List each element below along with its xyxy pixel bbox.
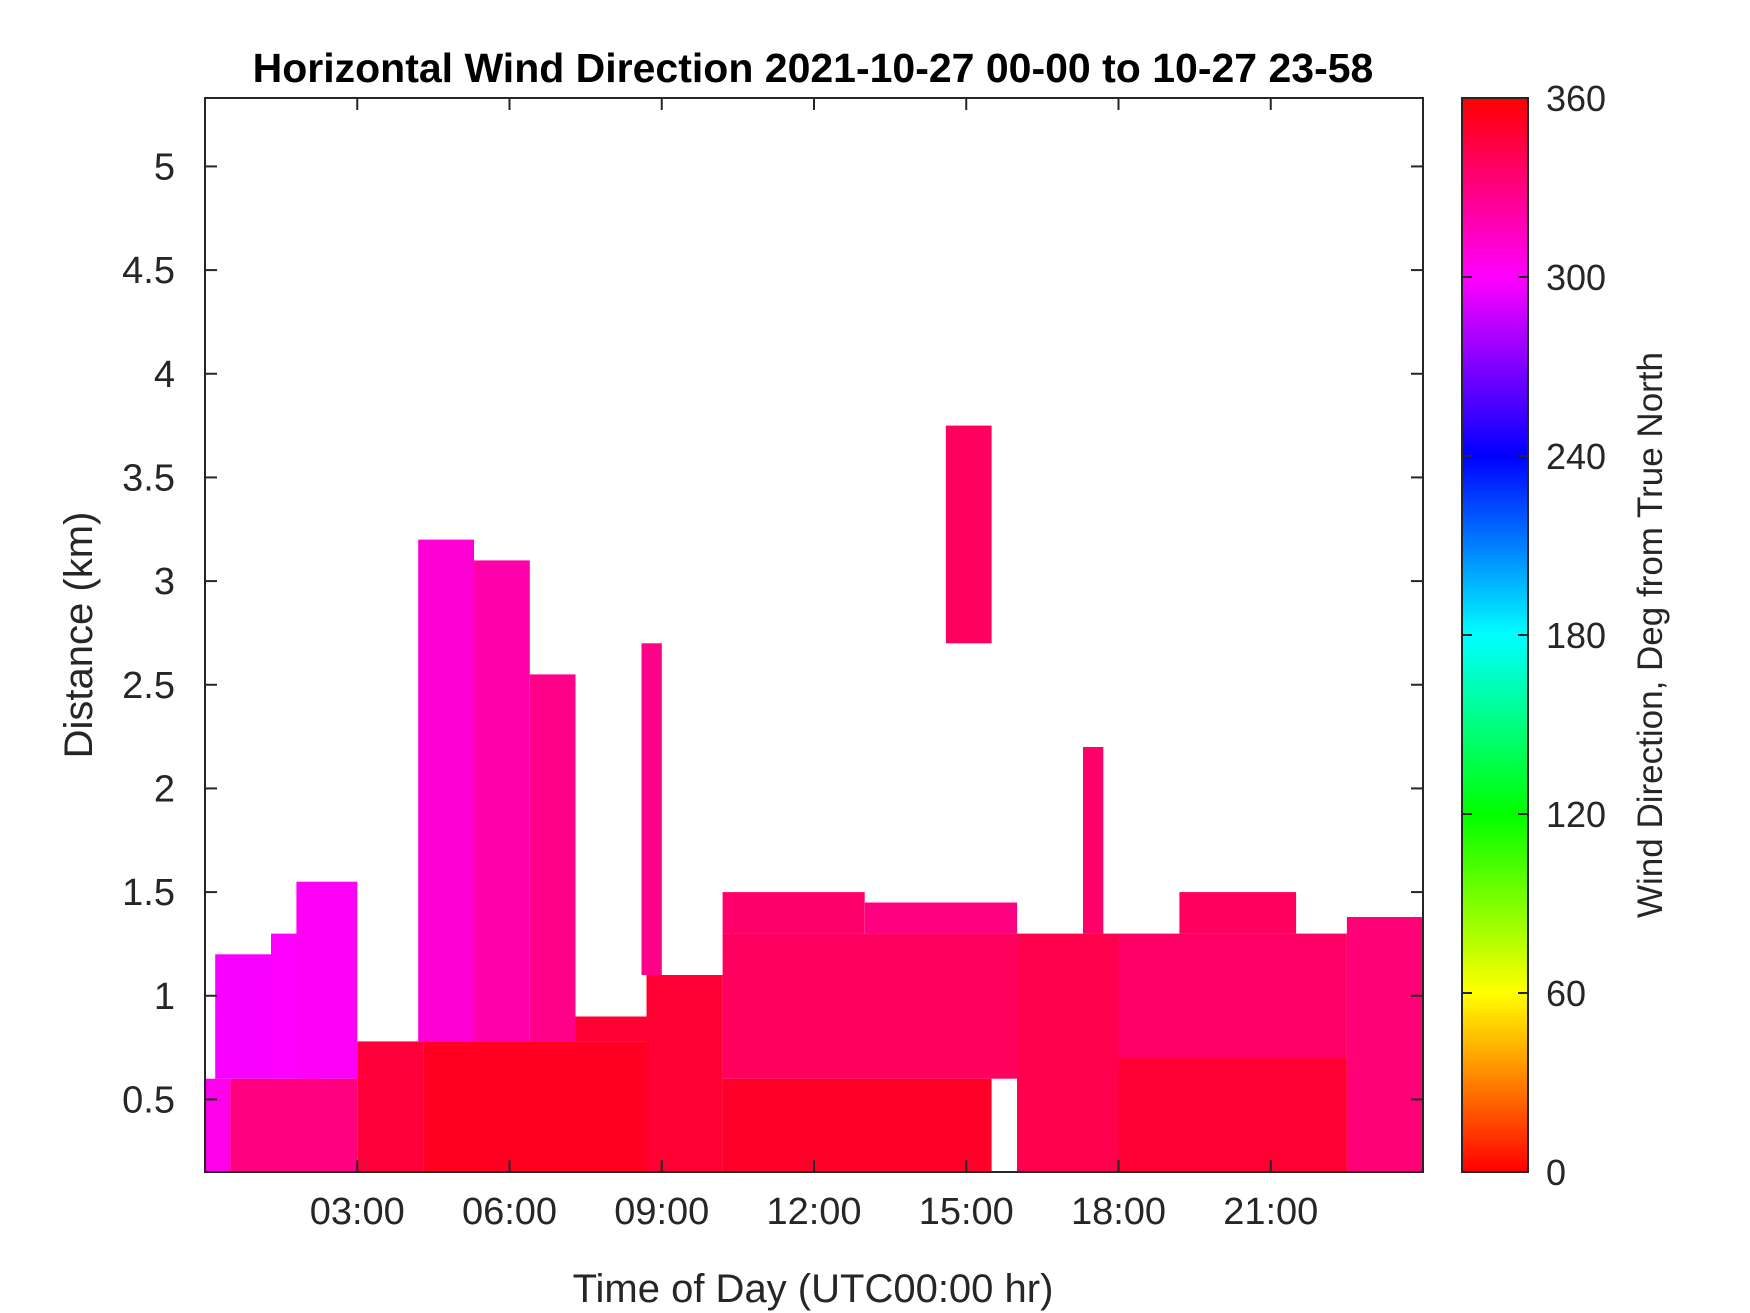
heatmap-region-16: [864, 902, 1018, 934]
y-tick-label: 3: [154, 561, 175, 603]
x-axis-label: Time of Day (UTC00:00 hr): [573, 1267, 1054, 1311]
colorbar-tick-label: 0: [1546, 1152, 1566, 1193]
y-axis-label: Distance (km): [57, 512, 101, 759]
x-tick-label: 18:00: [1071, 1191, 1166, 1233]
colorbar-tick-label: 60: [1546, 973, 1586, 1014]
heatmap-region-9: [423, 1041, 647, 1172]
x-tick-label: 15:00: [919, 1191, 1014, 1233]
x-tick-label: 06:00: [462, 1191, 557, 1233]
heatmap-region-21: [1118, 933, 1347, 1058]
y-tick-label: 5: [154, 146, 175, 188]
heatmap-region-7: [474, 560, 530, 1042]
heatmap-region-6: [418, 539, 474, 1042]
x-tick-label: 09:00: [614, 1191, 709, 1233]
y-tick-label: 1: [154, 976, 175, 1018]
colorbar-tick-label: 240: [1546, 436, 1606, 477]
heatmap-region-15: [722, 892, 865, 934]
chart-title: Horizontal Wind Direction 2021-10-27 00-…: [253, 45, 1374, 91]
y-tick-label: 4: [154, 354, 175, 396]
y-tick-label: 0.5: [122, 1079, 175, 1121]
heatmap-region-12: [641, 643, 662, 975]
heatmap-region-18: [945, 425, 992, 644]
x-axis: 03:00 06:00 09:00 12:00 15:00 18:00 21:00: [310, 98, 1318, 1233]
heatmap-region-0: [205, 1078, 231, 1172]
heatmap-region-8: [529, 674, 576, 1042]
y-tick-label: 3.5: [122, 457, 175, 499]
heatmap-region-13: [722, 1078, 992, 1172]
heatmap-region-19: [1083, 747, 1104, 934]
x-tick-label: 03:00: [310, 1191, 405, 1233]
colorbar-tick-label: 120: [1546, 794, 1606, 835]
heatmap-area: [205, 425, 1423, 1172]
heatmap-region-23: [1346, 917, 1423, 1172]
colorbar: 0 60 120 180 240 300 360: [1461, 78, 1606, 1193]
y-tick-label: 2: [154, 768, 175, 810]
heatmap-region-20: [1118, 1058, 1347, 1172]
colorbar-tick-label: 300: [1546, 257, 1606, 298]
heatmap-region-4: [296, 881, 358, 1079]
heatmap-region-14: [722, 933, 1017, 1079]
colorbar-tick-label: 360: [1546, 78, 1606, 119]
y-tick-label: 4.5: [122, 250, 175, 292]
heatmap-region-1: [230, 1078, 358, 1172]
heatmap-region-2: [215, 954, 271, 1079]
heatmap-region-10: [575, 1016, 647, 1042]
x-tick-label: 12:00: [766, 1191, 861, 1233]
colorbar-label: Wind Direction, Deg from True North: [1631, 352, 1670, 918]
heatmap-region-17: [1017, 933, 1119, 1172]
y-tick-label: 2.5: [122, 665, 175, 707]
heatmap-region-22: [1179, 892, 1297, 934]
x-tick-label: 21:00: [1223, 1191, 1318, 1233]
colorbar-tick-label: 180: [1546, 615, 1606, 656]
y-axis: 0.5 1 1.5 2 2.5 3 3.5 4 4.5 5: [122, 146, 1423, 1121]
heatmap-region-5: [357, 1041, 424, 1172]
heatmap-region-11: [646, 975, 723, 1172]
colorbar-gradient: [1461, 97, 1529, 1173]
y-tick-label: 1.5: [122, 872, 175, 914]
